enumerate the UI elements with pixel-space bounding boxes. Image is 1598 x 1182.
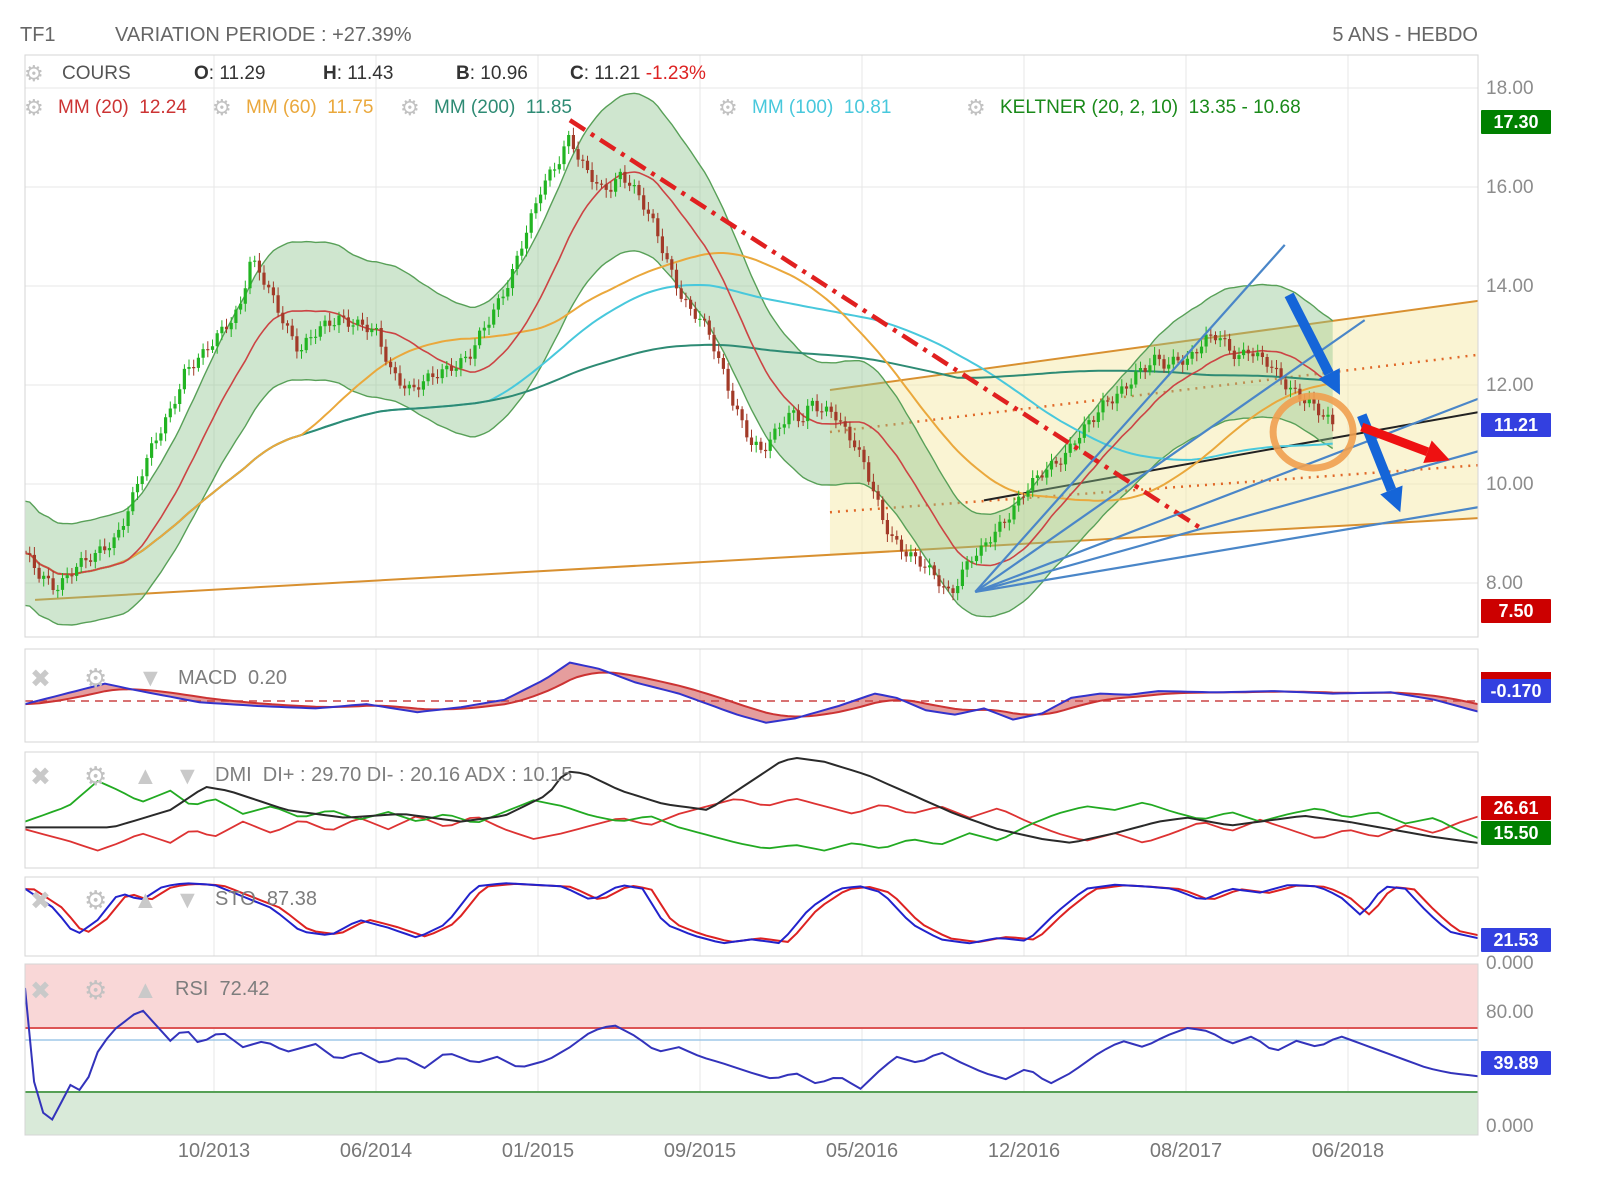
x-axis-label: 12/2016	[987, 1140, 1061, 1162]
gear-icon[interactable]: ⚙	[212, 95, 232, 120]
close-value: C: 11.21 -1.23%	[570, 63, 706, 85]
mm20-legend: MM (20) 12.24	[58, 97, 187, 119]
rsi-value-badge: 39.89	[1481, 1051, 1551, 1075]
mm100-value: 10.81	[843, 97, 892, 118]
timeframe-label[interactable]: 5 ANS - HEBDO	[1332, 24, 1478, 46]
symbol-title: TF1	[20, 24, 56, 46]
macd-value: 0.20	[248, 667, 287, 689]
close-icon[interactable]: ✖	[30, 977, 51, 1005]
cours-label: COURS	[62, 63, 131, 84]
macd-value-badge: -0.170	[1481, 679, 1551, 703]
open-letter: O	[194, 63, 209, 84]
x-axis-label: 06/2018	[1311, 1140, 1385, 1162]
arrow-up-icon[interactable]: ▲	[133, 762, 158, 790]
sto-title: STO 87.38	[215, 888, 317, 911]
period-variation: VARIATION PERIODE : +27.39%	[115, 24, 412, 46]
low-number: : 10.96	[469, 63, 528, 84]
price-tick: 10.00	[1486, 474, 1534, 495]
price-tick: 8.00	[1486, 573, 1523, 594]
mm60-legend: MM (60) 11.75	[246, 97, 373, 119]
high-letter: H	[323, 63, 337, 84]
dmi-name: DMI	[215, 764, 252, 786]
high-value: H: 11.43	[323, 63, 393, 85]
x-axis-label: 06/2014	[339, 1140, 413, 1162]
sto-value: 87.38	[266, 888, 317, 910]
gear-icon[interactable]: ⚙	[84, 885, 108, 915]
last-price-badge: 11.21	[1481, 413, 1551, 437]
close-number: : 11.21	[583, 63, 641, 84]
gear-icon[interactable]: ⚙	[400, 95, 420, 120]
keltner-value: 13.35 - 10.68	[1188, 97, 1301, 118]
mm60-value: 11.75	[327, 97, 374, 118]
macd-name: MACD	[178, 667, 237, 689]
gear-icon[interactable]: ⚙	[24, 95, 44, 120]
mm20-value: 12.24	[139, 97, 187, 118]
mm200-value: 11.85	[525, 97, 572, 118]
arrow-down-icon[interactable]: ▼	[175, 762, 200, 790]
rsi-title: RSI 72.42	[175, 978, 270, 1001]
price-tick: 18.00	[1486, 78, 1534, 99]
dmi-di-minus-badge: 26.61	[1481, 796, 1551, 820]
open-value: O: 11.29	[194, 63, 265, 85]
open-number: : 11.29	[208, 63, 266, 84]
arrow-down-icon[interactable]: ▼	[138, 664, 163, 692]
close-icon[interactable]: ✖	[30, 763, 51, 791]
x-axis-label: 05/2016	[825, 1140, 899, 1162]
low-value: B: 10.96	[456, 63, 528, 85]
rsi-value: 72.42	[219, 978, 270, 1000]
dmi-values: DI+ : 29.70 DI- : 20.16 ADX : 10.15	[262, 764, 573, 786]
change-percent: -1.23%	[645, 63, 706, 84]
keltner-label: KELTNER (20, 2, 10)	[1000, 97, 1179, 118]
price-tick: 14.00	[1486, 276, 1534, 297]
gear-icon[interactable]: ⚙	[718, 95, 738, 120]
dmi-di-plus-badge: 15.50	[1481, 821, 1551, 845]
macd-title: MACD 0.20	[178, 667, 287, 690]
rsi-overbought-label: 80.00	[1486, 1002, 1534, 1023]
x-axis-label: 01/2015	[501, 1140, 575, 1162]
price-tick: 12.00	[1486, 375, 1534, 396]
gear-icon[interactable]: ⚙	[966, 95, 986, 120]
low-price-badge: 7.50	[1481, 599, 1551, 623]
gear-icon[interactable]: ⚙	[24, 61, 44, 86]
sto-name: STO	[215, 888, 256, 910]
x-axis-label: 08/2017	[1149, 1140, 1223, 1162]
close-icon[interactable]: ✖	[30, 665, 51, 693]
x-axis-label: 09/2015	[663, 1140, 737, 1162]
low-letter: B	[456, 63, 470, 84]
close-icon[interactable]: ✖	[30, 887, 51, 915]
sto-floor-label: 0.000	[1486, 953, 1534, 974]
mm20-label: MM (20)	[58, 97, 129, 118]
high-price-badge: 17.30	[1481, 110, 1551, 134]
mm100-label: MM (100)	[752, 97, 834, 118]
gear-icon[interactable]: ⚙	[84, 975, 108, 1005]
mm60-label: MM (60)	[246, 97, 317, 118]
mm200-label: MM (200)	[434, 97, 516, 118]
arrow-down-icon[interactable]: ▼	[175, 886, 200, 914]
arrow-up-icon[interactable]: ▲	[133, 976, 158, 1004]
high-number: : 11.43	[336, 63, 394, 84]
x-axis-label: 10/2013	[177, 1140, 251, 1162]
price-tick: 16.00	[1486, 177, 1534, 198]
mm100-legend: MM (100) 10.81	[752, 97, 891, 119]
gear-icon[interactable]: ⚙	[84, 663, 108, 693]
arrow-up-icon[interactable]: ▲	[133, 886, 158, 914]
keltner-legend: KELTNER (20, 2, 10) 13.35 - 10.68	[1000, 97, 1301, 119]
rsi-floor-label: 0.000	[1486, 1116, 1534, 1137]
mm200-legend: MM (200) 11.85	[434, 97, 572, 119]
sto-value-badge: 21.53	[1481, 928, 1551, 952]
dmi-title: DMI DI+ : 29.70 DI- : 20.16 ADX : 10.15	[215, 764, 572, 787]
rsi-name: RSI	[175, 978, 209, 1000]
close-letter: C	[570, 63, 584, 84]
gear-icon[interactable]: ⚙	[84, 761, 108, 791]
